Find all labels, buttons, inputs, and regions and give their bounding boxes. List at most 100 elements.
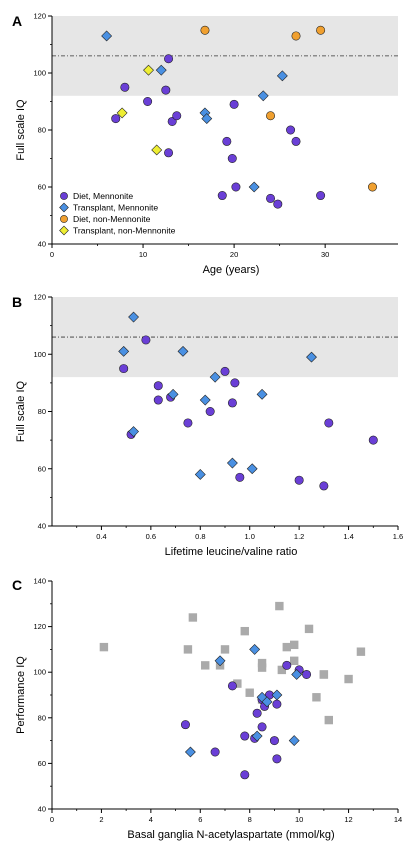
series-3 xyxy=(116,64,163,156)
data-point-square xyxy=(356,647,366,656)
data-point-circle xyxy=(164,148,174,158)
legend-label: Transplant, Mennonite xyxy=(73,203,158,213)
x-tick-label: 1.0 xyxy=(244,532,254,541)
data-point-diamond xyxy=(151,144,163,156)
y-tick-label: 60 xyxy=(38,759,46,768)
y-tick-label: 60 xyxy=(38,464,46,473)
data-point-square xyxy=(344,674,353,684)
x-tick-label: 1.4 xyxy=(343,532,353,541)
series-1 xyxy=(118,311,317,480)
data-point-circle xyxy=(141,335,151,345)
series-1 xyxy=(101,30,288,193)
data-point-circle xyxy=(120,82,130,92)
legend-label: Diet, Mennonite xyxy=(73,191,133,201)
data-point-diamond xyxy=(291,669,303,680)
data-point-diamond xyxy=(128,311,139,323)
y-tick-label: 120 xyxy=(33,622,46,631)
x-tick-label: 10 xyxy=(295,815,303,824)
y-tick-label: 60 xyxy=(38,183,46,192)
y-tick-label: 40 xyxy=(38,240,46,249)
x-tick-label: 0.6 xyxy=(146,532,156,541)
x-tick-label: 14 xyxy=(394,815,402,824)
data-point-circle xyxy=(222,136,232,146)
x-tick-label: 12 xyxy=(344,815,352,824)
data-point-circle xyxy=(217,191,227,201)
series-0 xyxy=(111,54,326,209)
data-point-circle xyxy=(161,85,171,95)
series-1 xyxy=(180,660,312,780)
data-point-circle xyxy=(227,154,237,164)
data-point-diamond xyxy=(184,746,196,758)
y-tick-label: 80 xyxy=(38,407,46,416)
data-point-circle xyxy=(240,770,250,780)
data-point-square xyxy=(275,601,284,611)
y-tick-label: 80 xyxy=(38,126,46,135)
data-point-circle xyxy=(229,99,239,109)
data-point-diamond xyxy=(199,394,211,406)
data-point-circle xyxy=(316,191,326,201)
data-point-diamond xyxy=(177,345,189,357)
data-point-circle xyxy=(153,381,163,391)
data-point-circle xyxy=(294,475,304,485)
data-point-circle xyxy=(324,418,334,428)
x-axis-label: Age (years) xyxy=(203,264,260,276)
x-tick-label: 8 xyxy=(248,815,252,824)
data-point-diamond xyxy=(226,457,238,469)
y-tick-label: 40 xyxy=(38,805,46,814)
data-point-circle xyxy=(205,406,215,416)
data-point-square xyxy=(282,642,291,652)
data-point-circle xyxy=(143,97,153,107)
data-point-circle xyxy=(183,418,193,428)
y-tick-label: 120 xyxy=(33,12,46,21)
data-point-circle xyxy=(210,747,220,757)
data-point-circle xyxy=(368,435,378,445)
data-point-diamond xyxy=(288,735,300,747)
panel-label: C xyxy=(12,577,22,593)
data-point-circle xyxy=(240,731,250,741)
x-tick-label: 4 xyxy=(149,815,153,824)
data-point-circle xyxy=(220,366,230,376)
data-point-circle xyxy=(231,182,241,192)
series-2 xyxy=(184,643,303,758)
x-tick-label: 0 xyxy=(50,815,54,824)
data-point-square xyxy=(233,679,242,688)
data-point-diamond xyxy=(214,655,226,667)
data-point-diamond xyxy=(209,371,221,383)
data-point-circle xyxy=(273,199,283,209)
y-tick-label: 40 xyxy=(38,522,46,531)
data-point-diamond xyxy=(276,70,288,82)
data-point-circle xyxy=(172,111,182,121)
legend-marker-diamond xyxy=(59,202,69,213)
data-point-square xyxy=(312,693,321,702)
data-point-circle xyxy=(266,193,276,203)
data-point-circle xyxy=(252,708,262,718)
data-point-square xyxy=(240,626,249,636)
data-point-diamond xyxy=(306,351,317,363)
data-point-diamond xyxy=(248,181,260,193)
data-point-square xyxy=(290,656,299,665)
x-tick-label: 2 xyxy=(99,815,103,824)
x-axis-label: Basal ganglia N-acetylaspartate (mmol/kg… xyxy=(127,829,334,841)
data-point-square xyxy=(257,658,267,668)
data-point-circle xyxy=(291,31,301,41)
data-point-diamond xyxy=(257,90,269,102)
data-point-circle xyxy=(257,722,267,732)
y-axis-label: Full scale IQ xyxy=(15,380,27,442)
data-point-circle xyxy=(272,699,282,709)
y-tick-label: 100 xyxy=(33,350,46,359)
data-point-square xyxy=(183,645,193,654)
data-point-circle xyxy=(286,125,296,135)
x-tick-label: 30 xyxy=(321,250,329,259)
series-0 xyxy=(99,601,366,725)
x-tick-label: 20 xyxy=(230,250,238,259)
data-point-circle xyxy=(266,111,276,121)
legend: Diet, Mennonite Transplant, MennoniteDiet… xyxy=(59,191,176,236)
data-point-diamond xyxy=(194,469,206,480)
data-point-diamond xyxy=(271,689,283,701)
data-point-diamond xyxy=(201,113,213,125)
data-point-circle xyxy=(227,681,237,691)
data-point-square xyxy=(290,640,299,650)
y-tick-label: 100 xyxy=(33,69,46,78)
legend-label: Transplant, non-Mennonite xyxy=(73,226,176,236)
data-point-circle xyxy=(302,669,312,679)
